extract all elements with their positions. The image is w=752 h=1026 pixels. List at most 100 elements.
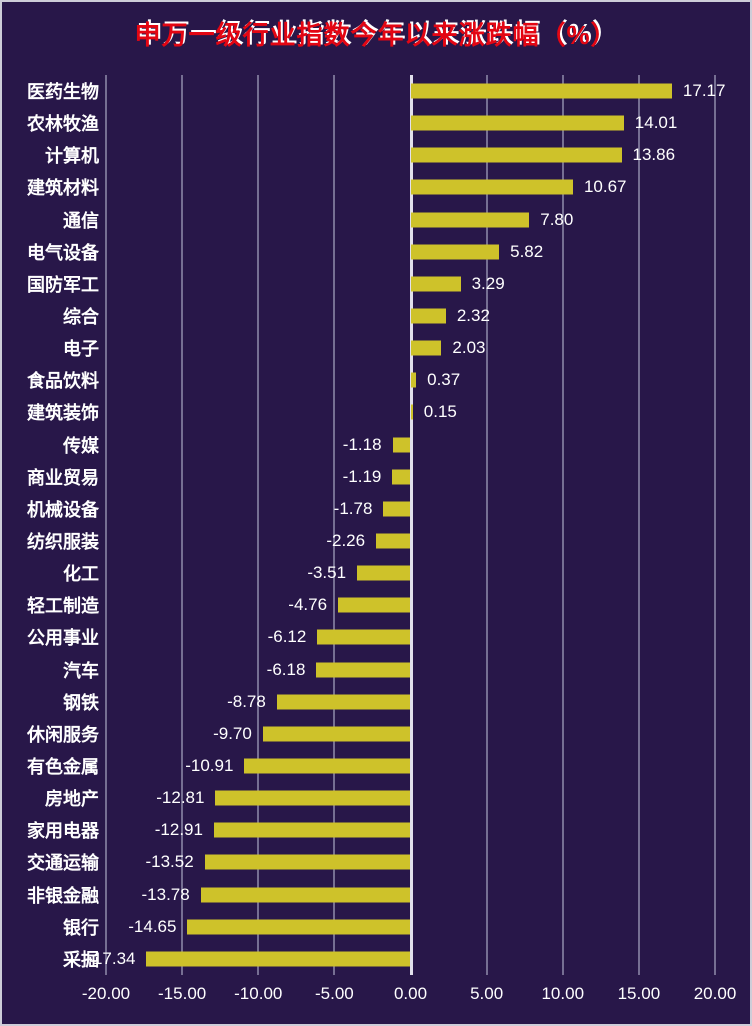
bar-row: 汽车 -6.18: [63, 654, 715, 686]
bar-row: 通信 7.80: [63, 204, 715, 236]
bar: [338, 597, 411, 613]
bar-row: 公用事业 -6.12: [27, 621, 715, 653]
bar: [200, 887, 411, 903]
bar-row: 房地产 -12.81: [45, 782, 715, 814]
bar: [410, 83, 672, 99]
zero-axis-line: [409, 75, 413, 975]
category-label: 采掘: [63, 949, 99, 970]
category-label: 机械设备: [27, 499, 99, 520]
category-label: 轻工制造: [27, 596, 99, 617]
bar: [146, 951, 411, 967]
gridline: [485, 75, 488, 975]
gridline: [637, 75, 640, 975]
value-label: -1.78: [333, 498, 373, 518]
bar-row: 钢铁 -8.78: [63, 686, 715, 718]
value-label: -1.19: [342, 466, 382, 486]
gridline: [257, 75, 260, 975]
category-label: 纺织服装: [27, 532, 99, 553]
bar-row: 农林牧渔 14.01: [27, 107, 715, 139]
value-label: 2.32: [456, 306, 490, 326]
bar-row: 建筑材料 10.67: [27, 171, 715, 203]
category-label: 化工: [63, 564, 99, 585]
bar: [204, 854, 411, 870]
category-label: 传媒: [63, 435, 99, 456]
category-label: 综合: [63, 307, 99, 328]
bar: [410, 179, 573, 195]
category-label: 非银金融: [27, 885, 99, 906]
category-label: 建筑装饰: [27, 403, 99, 424]
bar-row: 轻工制造 -4.76: [27, 589, 715, 621]
gridline: [561, 75, 564, 975]
bar-row: 纺织服装 -2.26: [27, 525, 715, 557]
bar-row: 机械设备 -1.78: [27, 493, 715, 525]
bar-row: 综合 2.32: [63, 300, 715, 332]
bar-row: 银行 -14.65: [63, 911, 715, 943]
value-label: -6.18: [266, 659, 306, 679]
gridline: [714, 75, 716, 975]
chart-title: 申万一级行业指数今年以来涨跌幅（%）: [134, 20, 618, 50]
plot-area: 医药生物 17.17 农林牧渔 14.01 计算机 13.86 建筑材料 10.67 通信 7.8…: [27, 75, 725, 975]
value-label: -8.78: [227, 691, 266, 711]
value-label: 10.67: [583, 177, 627, 197]
x-tick-label: -20.00: [81, 984, 131, 1003]
bar-row: 商业贸易 -1.19: [27, 461, 715, 493]
value-label: -12.81: [156, 788, 205, 808]
category-label: 交通运输: [27, 853, 99, 874]
value-label: -6.12: [267, 627, 307, 647]
bar: [383, 501, 411, 517]
category-label: 休闲服务: [27, 724, 99, 745]
bar: [410, 308, 446, 324]
bar: [410, 212, 530, 228]
x-tick-label: 15.00: [617, 984, 661, 1003]
value-label: -1.18: [342, 434, 382, 454]
bar: [187, 919, 411, 935]
x-tick-label: 20.00: [693, 984, 737, 1003]
x-tick-label: -5.00: [315, 984, 354, 1003]
x-tick-label: -10.00: [234, 984, 283, 1003]
value-label: 13.86: [632, 145, 676, 165]
bar-row: 医药生物 17.17: [27, 75, 725, 107]
bar-row: 电子 2.03: [63, 332, 715, 364]
value-label: -13.78: [141, 884, 190, 904]
category-label: 通信: [63, 210, 99, 231]
bar-row: 采掘 -17.34: [63, 943, 715, 975]
value-label: 0.15: [423, 402, 457, 422]
x-tick-label: 0.00: [393, 984, 428, 1003]
value-label: 3.29: [471, 273, 505, 293]
bar: [276, 694, 411, 710]
bar: [410, 340, 442, 356]
bar: [262, 726, 411, 742]
bar-row: 家用电器 -12.91: [27, 814, 715, 846]
x-axis: -20.00 -15.00 -10.00 -5.00 0.00 5.00 10.00 15.0…: [82, 980, 736, 1010]
bar: [316, 662, 411, 678]
bar-row: 计算机 13.86: [45, 139, 715, 171]
category-label: 电子: [63, 339, 99, 360]
category-label: 有色金属: [27, 757, 99, 778]
value-label: -17.34: [87, 948, 136, 968]
bar-row: 食品饮料 0.37: [27, 364, 715, 396]
value-label: 17.17: [682, 81, 726, 101]
value-label: 2.03: [452, 338, 486, 358]
value-label: 14.01: [634, 113, 678, 133]
bar-row: 电气设备 5.82: [27, 236, 715, 268]
bar: [317, 629, 411, 645]
value-label: -12.91: [154, 820, 203, 840]
bar: [410, 276, 461, 292]
category-label: 商业贸易: [27, 467, 99, 488]
bar: [244, 758, 411, 774]
bar: [410, 404, 413, 420]
value-label: -13.52: [145, 852, 194, 872]
value-label: -3.51: [307, 563, 347, 583]
bar: [410, 372, 417, 388]
value-label: -2.26: [326, 531, 366, 551]
category-label: 家用电器: [27, 821, 99, 842]
value-label: 7.80: [540, 209, 574, 229]
x-tick-label: -15.00: [158, 984, 207, 1003]
x-tick-label: 10.00: [541, 984, 585, 1003]
bar-row: 休闲服务 -9.70: [27, 718, 715, 750]
category-label: 农林牧渔: [27, 114, 99, 135]
value-label: -4.76: [288, 595, 328, 615]
bar-row: 非银金融 -13.78: [27, 879, 715, 911]
category-label: 房地产: [45, 789, 99, 810]
